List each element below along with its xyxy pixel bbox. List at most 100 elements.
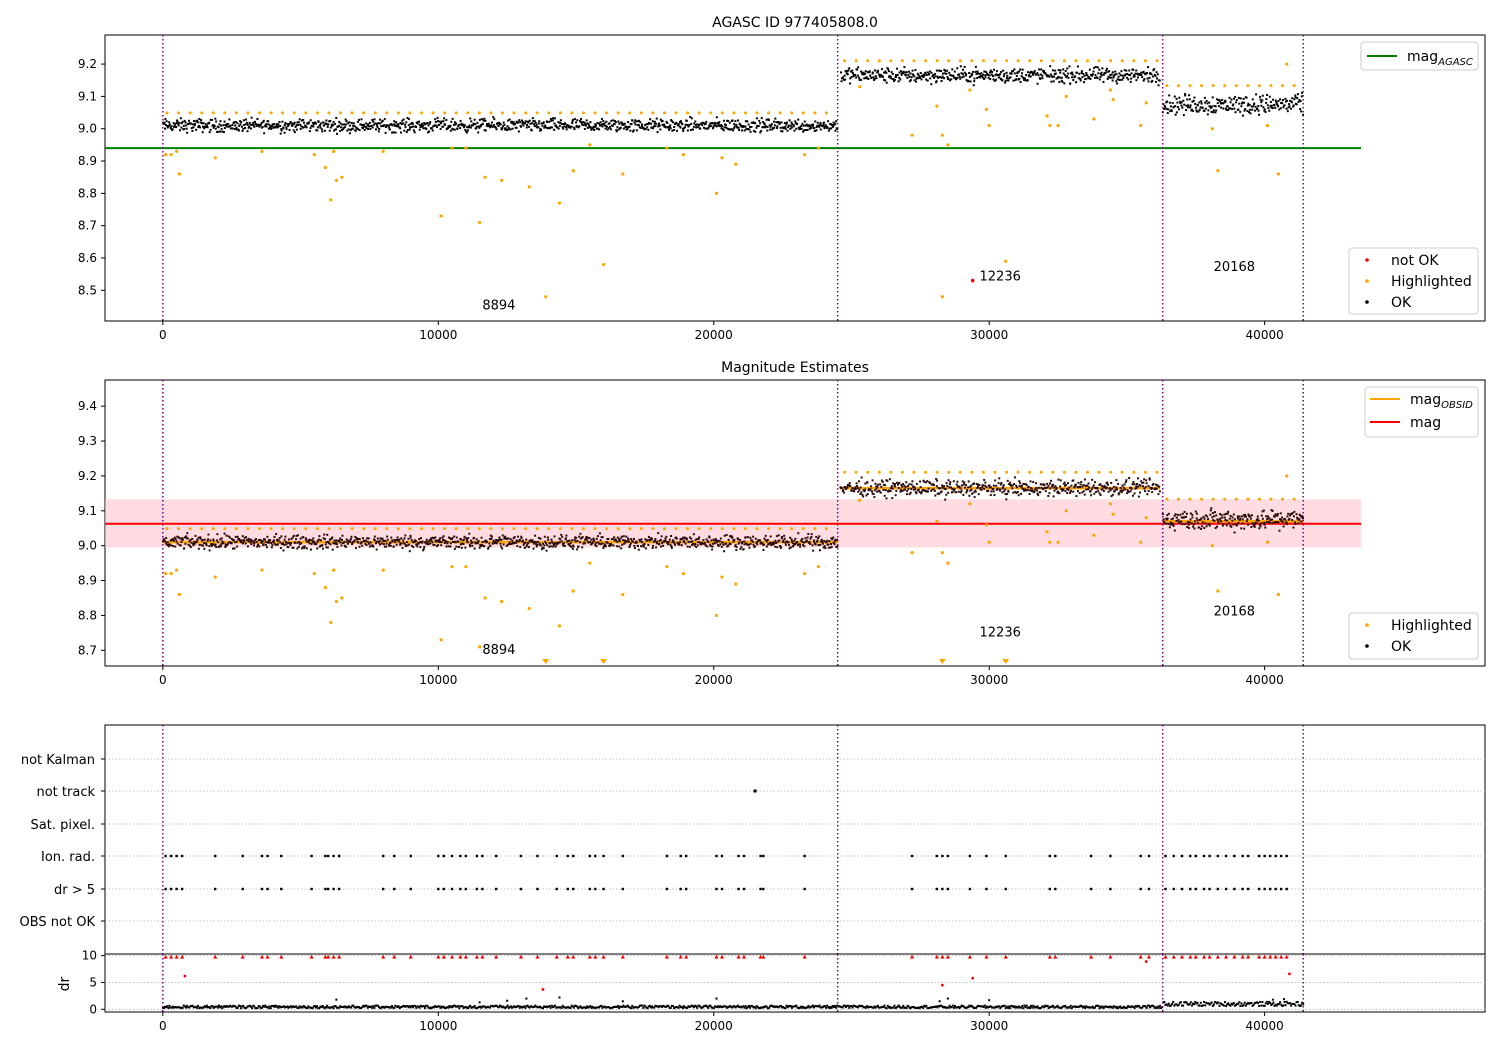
dr-point (654, 1004, 657, 1007)
ok-point (935, 485, 938, 488)
ok-point (714, 123, 717, 126)
ok-point (252, 124, 255, 127)
ok-point (449, 124, 452, 127)
ok-point (953, 70, 956, 73)
dr-point (694, 1004, 697, 1007)
ok-point (1043, 484, 1046, 487)
ok-point (1044, 72, 1047, 75)
dr-point (399, 1006, 402, 1009)
ok-point (246, 545, 249, 548)
dr-point (679, 1006, 682, 1009)
ok-point (854, 487, 857, 490)
ok-point (666, 541, 669, 544)
ok-point (365, 127, 368, 130)
ok-point (1005, 71, 1008, 74)
dr-point (495, 1004, 498, 1007)
ok-point (166, 544, 169, 547)
ok-point (311, 121, 314, 124)
ok-point (463, 535, 466, 538)
ok-point (261, 125, 264, 128)
highlighted-point (269, 527, 273, 531)
dr-point (829, 1005, 832, 1008)
ok-point (897, 80, 900, 83)
ok-point (804, 537, 807, 540)
ok-point (478, 126, 481, 129)
dr-point (562, 1006, 565, 1009)
ok-point (1260, 522, 1263, 525)
ok-point (632, 537, 635, 540)
ok-point (747, 128, 750, 131)
x-tick-label: 30000 (970, 328, 1008, 342)
highlighted-point (1109, 59, 1113, 63)
ok-point (1192, 109, 1195, 112)
ok-point (923, 480, 926, 483)
ok-point (1143, 478, 1146, 481)
dr-point (440, 1005, 443, 1008)
ok-point (658, 539, 661, 542)
ok-point (902, 70, 905, 73)
ok-point (770, 124, 773, 127)
dr-point (244, 1007, 247, 1010)
ok-point (1018, 77, 1021, 80)
y-tick-label: 9.3 (78, 434, 97, 448)
ok-point (606, 128, 609, 131)
flag-point (684, 854, 688, 858)
ok-point (201, 539, 204, 542)
ok-point (841, 490, 844, 493)
ok-point (750, 125, 753, 128)
flag-point (572, 887, 575, 891)
ok-point (850, 70, 853, 73)
ok-point (896, 483, 899, 486)
ok-point (259, 539, 262, 542)
ok-point (210, 119, 213, 122)
ok-point (241, 542, 244, 545)
dr-point (841, 1006, 844, 1009)
ok-point (1260, 514, 1263, 517)
flag-point (1089, 887, 1093, 891)
highlighted-point (1216, 169, 1220, 173)
ok-point (848, 482, 851, 485)
ok-segment (1161, 91, 1305, 117)
ok-point (384, 125, 387, 128)
dr-point (876, 1004, 879, 1007)
ok-point (1041, 77, 1044, 80)
ok-point (752, 543, 755, 546)
ok-point (556, 126, 559, 129)
highlighted-point (1216, 589, 1220, 593)
ok-point (249, 123, 252, 126)
ok-point (826, 539, 829, 542)
ok-point (1210, 110, 1213, 113)
ok-point (1287, 106, 1290, 109)
ok-point (558, 124, 561, 127)
ok-point (414, 540, 417, 543)
ok-point (244, 542, 247, 545)
ok-point (959, 491, 962, 494)
highlighted-point (651, 527, 655, 531)
ok-point (949, 481, 952, 484)
ok-point (885, 81, 888, 84)
ok-point (228, 118, 231, 121)
ok-point (1219, 100, 1222, 103)
highlighted-point (512, 527, 516, 531)
ok-point (1220, 106, 1223, 109)
ok-point (830, 545, 833, 548)
ok-point (695, 126, 698, 129)
ok-point (800, 124, 803, 127)
ok-point (419, 546, 422, 549)
ok-point (1094, 74, 1097, 77)
ok-point (300, 125, 303, 128)
highlighted-point (1132, 470, 1136, 474)
ok-point (483, 117, 486, 120)
dr-point (816, 1005, 819, 1008)
ok-point (1080, 70, 1083, 73)
ok-point (1019, 68, 1022, 71)
ok-point (604, 545, 607, 548)
dr-point (389, 1006, 392, 1009)
ok-point (874, 69, 877, 72)
ok-point (783, 537, 786, 540)
ok-point (778, 122, 781, 125)
ok-point (970, 488, 973, 491)
ok-point (1213, 511, 1216, 514)
ok-point (1292, 526, 1295, 529)
ok-point (263, 132, 266, 135)
